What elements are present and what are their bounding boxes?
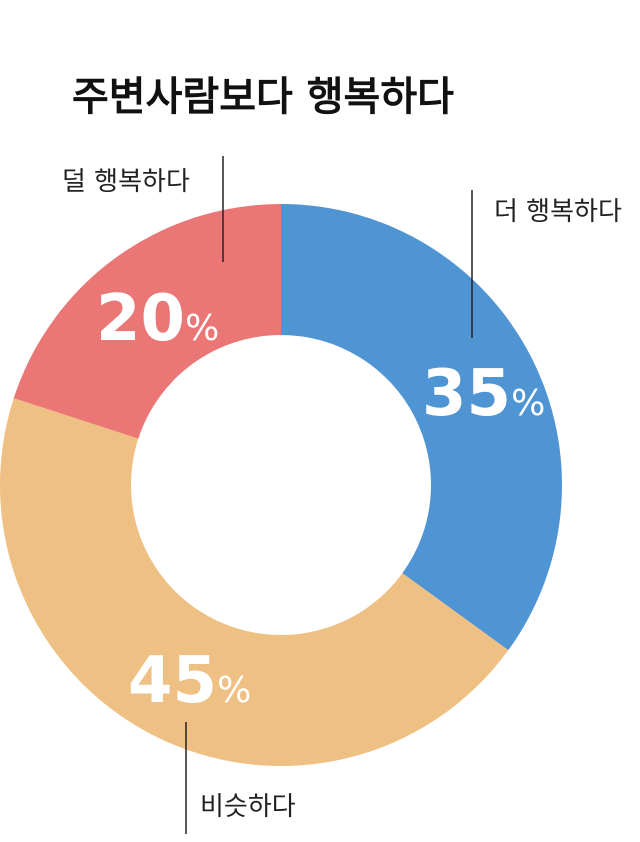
- pct-label-more-happy: 35%: [422, 357, 545, 431]
- slice-similar: [0, 398, 509, 766]
- slice-less-happy: [13, 204, 282, 439]
- pct-label-similar: 45%: [128, 644, 251, 718]
- legend-label-less-happy: 덜 행복하다: [62, 167, 190, 197]
- chart-title: 주변사람보다 행복하다: [72, 74, 454, 120]
- slice-more-happy: [281, 204, 562, 651]
- slices-group: [0, 204, 562, 766]
- legend-label-similar: 비슷하다: [200, 792, 296, 822]
- pct-label-less-happy: 20%: [96, 282, 219, 356]
- percent-labels-group: 35% 45% 20%: [96, 282, 545, 718]
- legend-label-more-happy: 더 행복하다: [494, 197, 622, 227]
- leaders-group: [185, 156, 473, 834]
